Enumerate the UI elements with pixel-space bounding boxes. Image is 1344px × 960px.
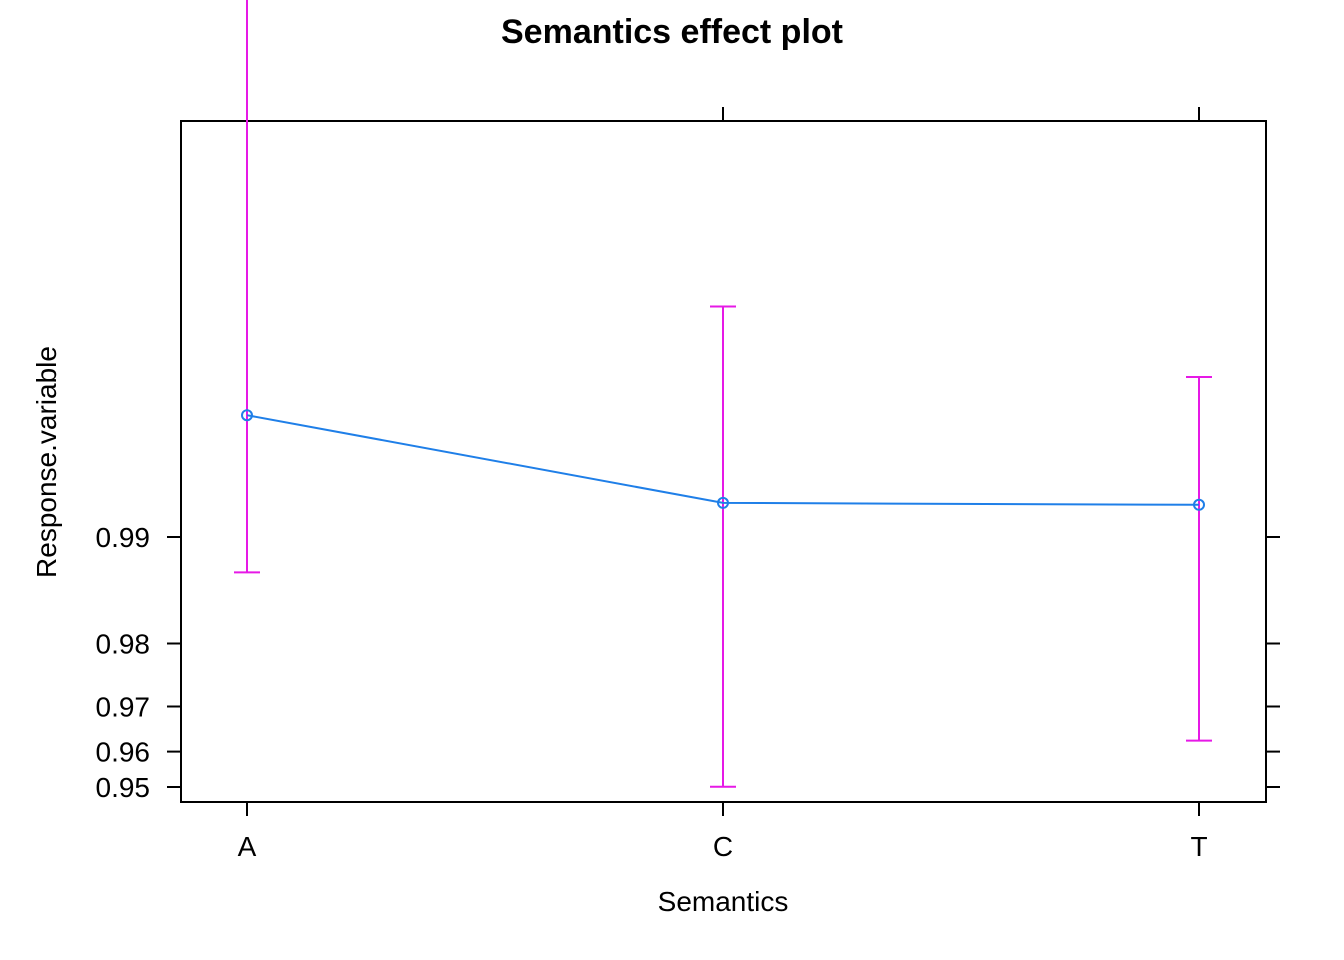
effect-point: [241, 409, 253, 422]
y-tick-label: 0.99: [96, 522, 151, 553]
y-tick-label: 0.97: [96, 692, 151, 723]
effect-points: [241, 409, 1205, 511]
effect-point: [1193, 498, 1205, 511]
error-bars: [234, 0, 1212, 788]
error-bar: [710, 305, 736, 788]
x-tick-label: C: [713, 831, 733, 862]
y-tick-label: 0.96: [96, 737, 151, 768]
y-tick-label: 0.95: [96, 772, 151, 803]
effect-point: [717, 496, 729, 509]
error-bar: [234, 0, 260, 574]
y-axis-label: Response.variable: [31, 346, 62, 578]
x-tick-label: T: [1190, 831, 1207, 862]
x-axis-label: Semantics: [658, 886, 789, 917]
error-bar: [1186, 376, 1212, 742]
y-tick-labels: 0.95 0.96 0.97 0.98 0.99: [96, 522, 151, 803]
effect-line: [246, 414, 1200, 506]
chart-title: Semantics effect plot: [501, 13, 843, 51]
x-tick-label: A: [238, 831, 257, 862]
y-tick-label: 0.98: [96, 629, 151, 660]
